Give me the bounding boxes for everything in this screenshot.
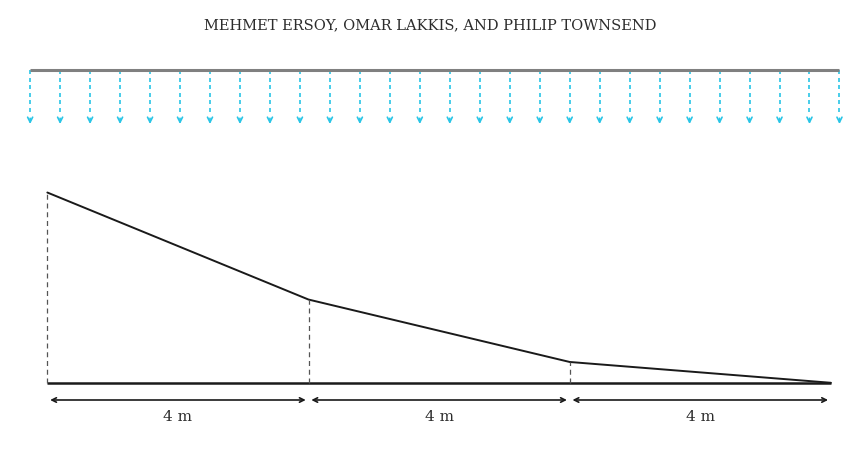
Text: 4 m: 4 m [685, 410, 715, 424]
Text: 4 m: 4 m [164, 410, 193, 424]
Text: MEHMET ERSOY, OMAR LAKKIS, AND PHILIP TOWNSEND: MEHMET ERSOY, OMAR LAKKIS, AND PHILIP TO… [204, 18, 657, 32]
Text: 4 m: 4 m [424, 410, 454, 424]
